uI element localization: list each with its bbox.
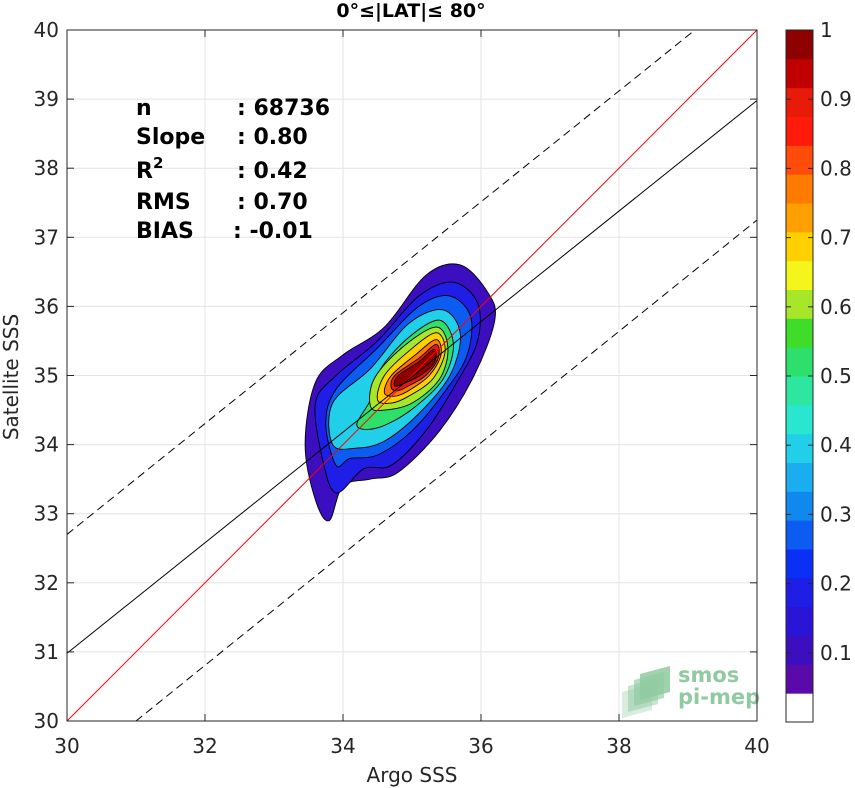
reference-lines <box>66 29 758 722</box>
colorbar-band <box>786 231 813 262</box>
colorbar-tick-label: 0.8 <box>820 156 852 180</box>
stat-value: : 68736 <box>237 96 330 121</box>
colorbar-band <box>786 462 813 492</box>
colorbar-band <box>786 203 813 233</box>
line-upper-bound <box>66 29 696 535</box>
x-tick-label: 34 <box>330 734 355 758</box>
logo-text-line1: smos <box>678 663 739 687</box>
colorbar-band <box>786 404 813 435</box>
colorbar-band <box>786 376 813 406</box>
x-tick-label: 40 <box>744 734 769 758</box>
y-tick-label: 39 <box>34 87 59 111</box>
x-axis-label: Argo SSS <box>367 763 458 787</box>
colorbar-band <box>786 664 813 694</box>
colorbar-tick-label: 0.4 <box>820 433 852 457</box>
colorbar-band <box>786 433 813 463</box>
y-tick-label: 30 <box>34 709 59 733</box>
colorbar-band <box>786 693 813 723</box>
colorbar-band <box>786 289 813 319</box>
logo-text-line2: pi-mep <box>678 685 760 709</box>
line-regression <box>66 100 758 654</box>
colorbar-band <box>786 174 813 204</box>
y-tick-label: 38 <box>34 156 59 180</box>
colorbar-band <box>786 145 813 175</box>
colorbar-band <box>786 606 813 636</box>
x-tick-label: 38 <box>606 734 631 758</box>
x-tick-label: 32 <box>192 734 217 758</box>
colorbar-tick-label: 1 <box>820 18 833 42</box>
colorbar-tick-label: 0.1 <box>820 641 852 665</box>
colorbar-band <box>786 260 813 290</box>
colorbar: 0.1 0.2 0.3 0.4 0.5 0.6 0.7 0.8 0.9 1 <box>785 18 852 723</box>
x-tick-label: 30 <box>54 734 79 758</box>
colorbar-tick-label: 0.3 <box>820 502 852 526</box>
colorbar-tick-label: 0.5 <box>820 364 852 388</box>
y-tick-label: 37 <box>34 225 59 249</box>
stat-label: RMS <box>136 190 191 215</box>
y-tick-label: 35 <box>34 364 59 388</box>
colorbar-tick-label: 0.2 <box>820 572 852 596</box>
colorbar-band <box>786 549 813 579</box>
x-tick-label: 36 <box>468 734 493 758</box>
colorbar-band <box>786 58 813 89</box>
colorbar-band <box>786 577 813 608</box>
colorbar-tick-label: 0.7 <box>820 226 852 250</box>
y-tick-label: 34 <box>34 433 59 457</box>
colorbar-tick-label: 0.6 <box>820 295 852 319</box>
stat-label: BIAS <box>136 219 194 244</box>
chart-title: 0°≤|LAT|≤ 80° <box>336 0 485 22</box>
y-tick-label: 31 <box>34 640 59 664</box>
stat-label: n <box>136 96 152 121</box>
colorbar-band <box>786 491 813 521</box>
colorbar-band <box>786 87 813 117</box>
stat-value: : 0.42 <box>237 159 308 184</box>
colorbar-band <box>786 520 813 550</box>
stat-value: : -0.01 <box>233 219 313 244</box>
contour-level-10 <box>393 348 437 387</box>
colorbar-band <box>786 318 813 348</box>
y-tick-label: 33 <box>34 502 59 526</box>
stat-value: : 0.80 <box>237 125 308 150</box>
line-lower-bound <box>135 219 758 722</box>
y-axis-ticks: 30 31 32 33 34 35 36 37 38 39 40 <box>34 18 757 733</box>
y-axis-label: Satellite SSS <box>0 314 23 440</box>
colorbar-tick-label: 0.9 <box>820 87 852 111</box>
y-tick-label: 40 <box>34 18 59 42</box>
stat-value: : 0.70 <box>237 190 308 215</box>
y-tick-label: 36 <box>34 294 59 318</box>
x-axis-ticks: 30 32 34 36 38 40 <box>54 30 770 758</box>
colorbar-band <box>786 347 813 377</box>
logo-layer-shape <box>640 666 670 700</box>
stat-label: Slope <box>136 125 205 150</box>
colorbar-band <box>786 30 813 60</box>
y-tick-label: 32 <box>34 571 59 595</box>
line-one-to-one <box>66 29 758 722</box>
colorbar-band <box>786 635 813 665</box>
colorbar-band <box>786 116 813 146</box>
stat-superscript: 2 <box>153 154 163 172</box>
